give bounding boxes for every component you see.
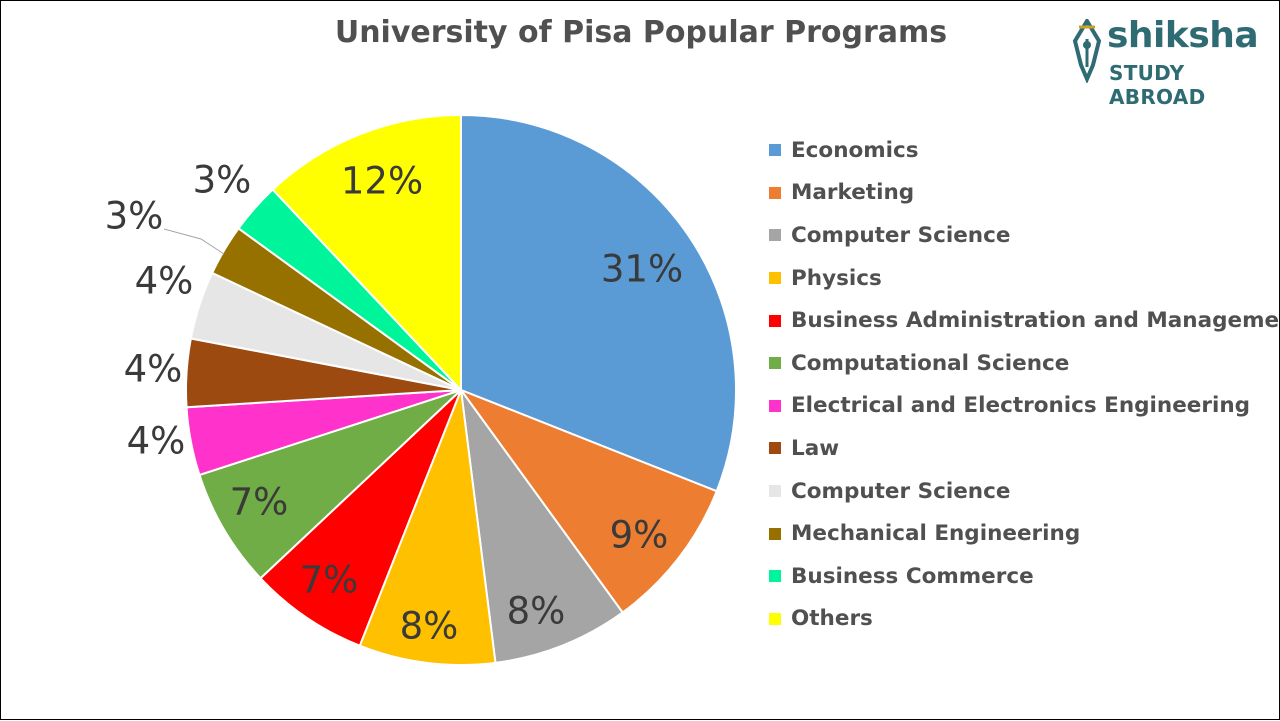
legend-swatch — [769, 229, 781, 242]
legend-item: Computational Science — [769, 342, 1279, 385]
legend-label: Business Commerce — [791, 563, 1034, 589]
legend-label: Business Administration and Management — [791, 308, 1280, 334]
legend-label: Electrical and Electronics Engineering — [791, 393, 1251, 419]
legend-swatch — [769, 570, 781, 583]
legend-item: Law — [769, 427, 1279, 470]
data-label-12: 12% — [341, 160, 423, 203]
legend-label: Computer Science — [791, 478, 1011, 504]
legend-swatch — [769, 485, 781, 498]
logo-brand: shiksha — [1107, 15, 1259, 56]
data-label-2: 9% — [610, 514, 669, 557]
pie-slice-6 — [198, 389, 462, 580]
legend-label: Physics — [791, 265, 882, 291]
data-label-10: 3% — [105, 195, 164, 238]
legend-label: Law — [791, 435, 840, 461]
legend-swatch — [769, 612, 781, 625]
pie-slice-3 — [460, 389, 625, 664]
legend-swatch — [769, 144, 781, 157]
data-label-8: 4% — [124, 348, 183, 391]
legend-label: Marketing — [791, 180, 915, 206]
pen-nib-icon — [1072, 19, 1102, 83]
legend-item: Mechanical Engineering — [769, 512, 1279, 555]
pie-slice-12 — [271, 113, 462, 393]
legend-item: Business Administration and Management — [769, 299, 1280, 342]
data-label-7: 4% — [127, 420, 186, 463]
data-label-11: 3% — [193, 159, 252, 202]
legend-label: Others — [791, 606, 873, 632]
legend-swatch — [769, 442, 781, 455]
logo-tagline: STUDY ABROAD — [1109, 61, 1206, 109]
legend-label: Computational Science — [791, 350, 1070, 376]
legend-item: Others — [769, 598, 1279, 641]
legend-label: Computer Science — [791, 222, 1011, 248]
legend-item: Marketing — [769, 172, 1279, 215]
legend-swatch — [769, 272, 781, 285]
data-label-6: 7% — [230, 481, 289, 524]
legend-swatch — [769, 527, 781, 540]
legend-item: Computer Science — [769, 214, 1279, 257]
legend: Economics Marketing Computer Science Physic… — [769, 129, 1280, 641]
legend-swatch — [769, 399, 781, 412]
data-label-3: 8% — [507, 590, 566, 633]
legend-label: Mechanical Engineering — [791, 521, 1081, 547]
pie-slice-5 — [259, 389, 462, 647]
legend-item: Economics — [769, 129, 1279, 172]
data-label-1: 31% — [601, 248, 683, 291]
legend-swatch — [769, 186, 781, 199]
leader-line — [163, 228, 225, 255]
data-label-5: 7% — [300, 559, 359, 602]
legend-item: Electrical and Electronics Engineering — [769, 385, 1279, 428]
chart-title: University of Pisa Popular Programs — [334, 15, 948, 50]
data-label-9: 4% — [135, 260, 194, 303]
legend-item: Computer Science — [769, 470, 1279, 513]
data-label-4: 8% — [400, 605, 459, 648]
legend-item: Business Commerce — [769, 555, 1279, 598]
pie-slice-4 — [358, 389, 497, 666]
shiksha-logo: shiksha STUDY ABROAD — [1067, 13, 1267, 109]
legend-item: Physics — [769, 257, 1279, 300]
pie-chart: 31% 9% 8% 8% 7% 7% 4% 4% 4% 3% 3% 12% — [105, 113, 737, 666]
legend-label: Economics — [791, 137, 919, 163]
legend-swatch — [769, 357, 781, 370]
pie-slice-1 — [460, 113, 737, 493]
legend-swatch — [769, 314, 781, 327]
pie-slice-2 — [458, 387, 718, 614]
